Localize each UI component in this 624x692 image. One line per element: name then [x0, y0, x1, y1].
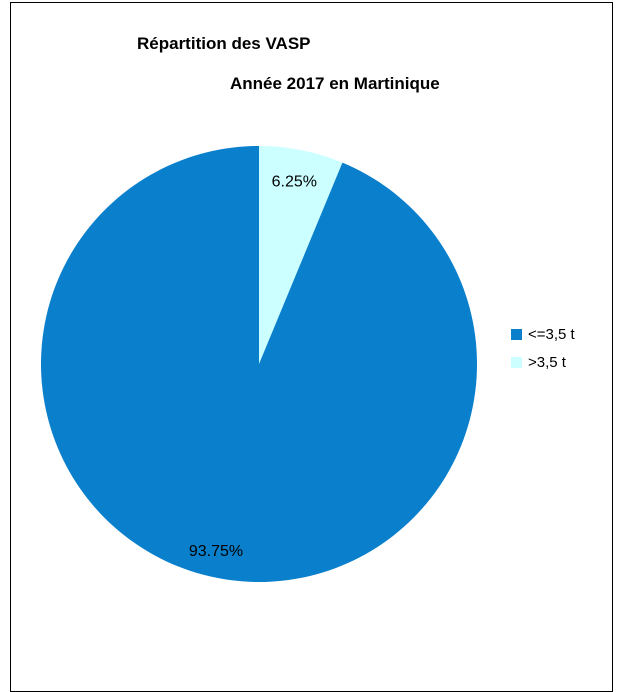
chart-subtitle: Année 2017 en Martinique — [230, 74, 440, 93]
pie-slice-0 — [40, 146, 477, 582]
pie-slice-1 — [259, 146, 343, 364]
legend: <=3,5 t >3,5 t — [511, 320, 575, 376]
legend-swatch-0 — [511, 328, 522, 340]
legend-label-1: >3,5 t — [528, 353, 566, 371]
slice-label-0: 93.75% — [189, 543, 243, 560]
slice-label-1: 6.25% — [272, 174, 317, 191]
legend-swatch-1 — [511, 356, 522, 368]
chart-title: Répartition des VASP — [137, 34, 311, 53]
legend-item-heavy: >3,5 t — [511, 348, 575, 376]
legend-item-light: <=3,5 t — [511, 320, 575, 348]
legend-label-0: <=3,5 t — [528, 325, 575, 343]
